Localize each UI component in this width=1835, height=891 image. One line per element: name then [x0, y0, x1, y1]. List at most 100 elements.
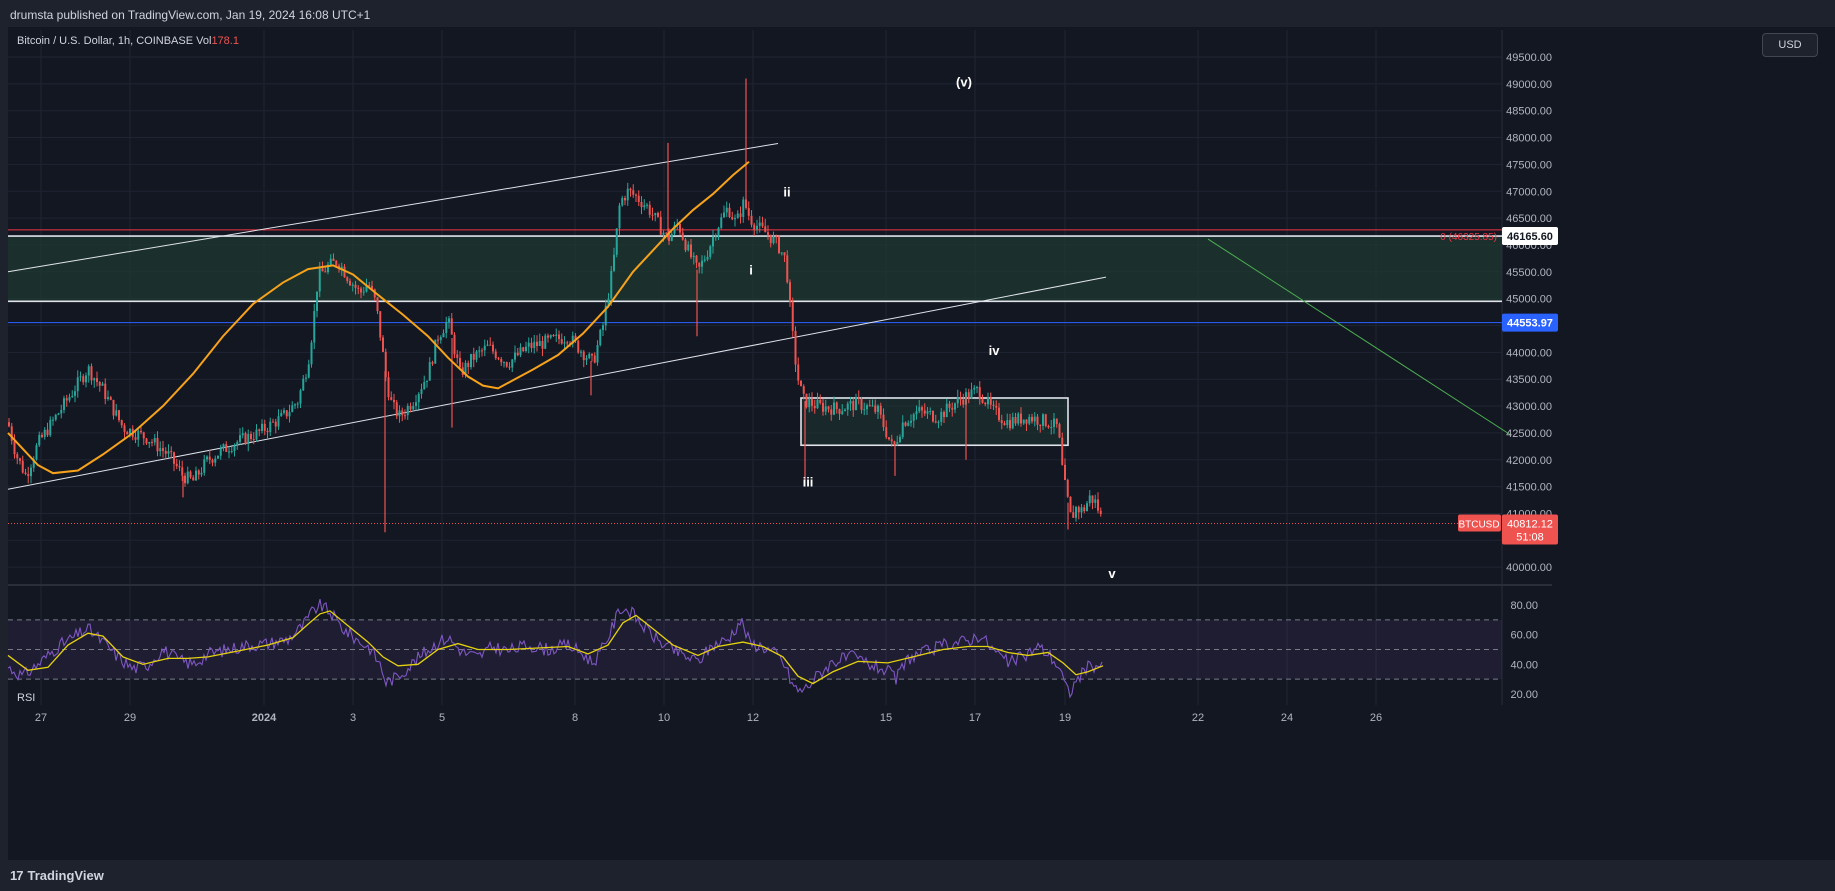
candle-body — [483, 345, 486, 351]
candle-body — [129, 428, 131, 435]
candle-body — [841, 411, 844, 414]
currency-button[interactable]: USD — [1762, 33, 1818, 57]
candle-body — [1069, 496, 1072, 513]
candle-body — [379, 311, 382, 338]
candle-body — [563, 342, 566, 344]
candle-body — [1036, 416, 1039, 425]
time-tick-label: 3 — [350, 712, 356, 724]
candle-body — [85, 375, 87, 383]
candle-body — [525, 346, 527, 352]
candle-body — [912, 414, 915, 421]
wave-label: iii — [803, 475, 814, 490]
candle-body — [87, 366, 90, 376]
candle-body — [819, 399, 822, 403]
candle-body — [1064, 464, 1066, 481]
candle-body — [915, 411, 918, 415]
top-bar: drumsta published on TradingView.com, Ja… — [0, 0, 1835, 27]
candle-body — [241, 433, 244, 436]
candle-body — [261, 423, 263, 431]
candle-body — [511, 359, 514, 368]
candle-body — [929, 411, 932, 413]
candle-body — [874, 405, 877, 412]
candle-body — [123, 425, 126, 432]
candle-body — [794, 330, 797, 365]
candle-body — [747, 207, 750, 216]
candle-body — [346, 277, 349, 281]
time-tick-label: 8 — [572, 712, 578, 724]
candle-body — [357, 287, 360, 289]
candle-body — [1050, 427, 1053, 429]
candle-body — [657, 213, 659, 217]
candles — [8, 78, 1102, 533]
candle-body — [27, 473, 30, 477]
candle-body — [230, 451, 233, 453]
candle-body — [478, 350, 481, 352]
candle-body — [54, 414, 57, 420]
candle-body — [497, 358, 500, 360]
candle-body — [415, 402, 417, 406]
level-price-tag — [1502, 313, 1558, 332]
candle-body — [1072, 512, 1075, 518]
candle-body — [648, 204, 651, 215]
wave-label: i — [749, 262, 753, 277]
candle-body — [984, 402, 987, 405]
rsi-tick-label: 20.00 — [1510, 689, 1538, 701]
tradingview-logo[interactable]: 17 TradingView — [10, 868, 104, 883]
time-tick-label: 29 — [124, 712, 136, 724]
candle-body — [217, 455, 219, 459]
candle-body — [239, 435, 241, 442]
candle-body — [552, 335, 555, 337]
candle-body — [811, 398, 813, 406]
candle-body — [857, 397, 860, 399]
candle-body — [296, 403, 299, 405]
candle-body — [475, 351, 478, 360]
candle-body — [714, 236, 717, 238]
candle-body — [720, 217, 723, 228]
price-tick-label: 42500.00 — [1506, 428, 1552, 440]
candle-body — [200, 472, 203, 475]
candle-body — [527, 342, 530, 347]
candle-body — [1080, 507, 1083, 513]
candle-body — [35, 445, 38, 460]
candle-body — [442, 333, 445, 338]
candle-body — [560, 339, 563, 344]
candle-body — [1099, 510, 1102, 515]
candle-body — [538, 340, 541, 347]
time-tick-label: 17 — [969, 712, 981, 724]
candle-body — [153, 438, 156, 443]
candle-body — [761, 222, 764, 227]
candle-body — [467, 362, 470, 368]
time-tick-label: 27 — [35, 712, 47, 724]
candle-body — [588, 353, 591, 359]
candle-body — [824, 406, 827, 412]
candle-body — [431, 362, 434, 364]
candle-body — [756, 225, 758, 230]
candle-body — [591, 353, 593, 356]
candle-body — [203, 459, 206, 473]
candle-body — [252, 439, 255, 441]
candle-body — [860, 398, 863, 410]
candle-body — [470, 353, 472, 368]
candle-body — [1083, 507, 1086, 512]
candle-body — [365, 285, 368, 292]
candle-body — [767, 232, 769, 235]
candle-body — [1066, 480, 1069, 497]
candle-body — [156, 438, 159, 452]
candle-body — [159, 448, 162, 452]
candle-body — [412, 405, 415, 410]
price-tick-label: 48000.00 — [1506, 133, 1552, 145]
candle-body — [910, 420, 912, 423]
candle-body — [852, 401, 855, 411]
candle-body — [63, 398, 65, 410]
candle-body — [219, 448, 222, 456]
candle-body — [164, 450, 167, 454]
price-tick-label: 43500.00 — [1506, 374, 1552, 386]
candle-body — [1028, 416, 1031, 424]
candle-body — [1097, 499, 1099, 511]
candle-body — [52, 419, 54, 421]
candle-body — [703, 259, 706, 261]
candle-body — [349, 280, 351, 286]
chart-legend[interactable]: Bitcoin / U.S. Dollar, 1h, COINBASE Vol1… — [17, 35, 239, 47]
candle-body — [750, 215, 753, 225]
